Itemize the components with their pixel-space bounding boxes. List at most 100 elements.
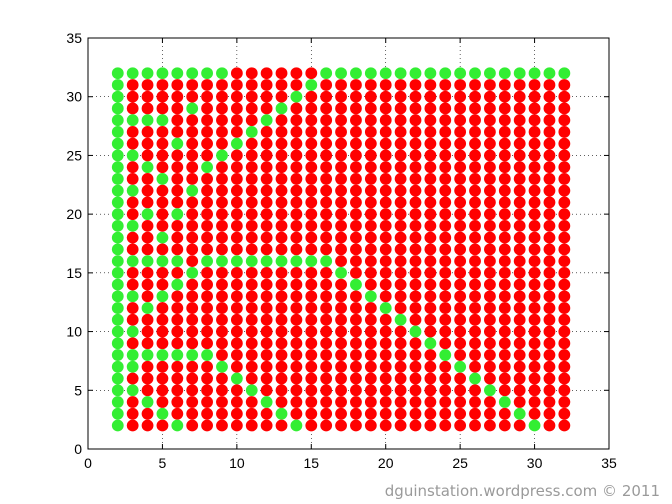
red-point: [320, 173, 333, 185]
red-point: [350, 372, 362, 385]
red-point: [171, 325, 184, 338]
red-point: [290, 396, 303, 408]
red-point: [528, 102, 541, 115]
red-point: [245, 173, 258, 185]
red-point: [126, 243, 139, 256]
red-point: [379, 278, 392, 291]
red-point: [424, 173, 437, 185]
red-point: [558, 266, 571, 279]
red-point: [513, 79, 526, 91]
red-point: [350, 161, 362, 174]
red-point: [335, 384, 347, 397]
red-point: [498, 219, 511, 232]
red-point: [156, 196, 169, 209]
red-point: [484, 337, 496, 350]
red-point: [543, 161, 556, 174]
red-point: [528, 184, 541, 197]
red-point: [543, 266, 556, 279]
red-point: [528, 313, 541, 326]
red-point: [528, 372, 541, 385]
red-point: [216, 349, 228, 361]
red-point: [528, 208, 541, 221]
red-point: [364, 219, 377, 232]
red-point: [364, 278, 377, 291]
red-point: [201, 313, 213, 326]
red-point: [543, 396, 556, 408]
green-point: [171, 419, 184, 432]
red-point: [290, 290, 303, 303]
green-point: [186, 349, 199, 361]
red-point: [379, 337, 392, 350]
green-point: [260, 114, 273, 127]
red-point: [320, 126, 333, 138]
red-point: [543, 419, 556, 432]
red-point: [335, 419, 347, 432]
red-point: [290, 67, 303, 80]
red-point: [275, 161, 288, 174]
red-point: [335, 313, 347, 326]
red-point: [260, 79, 273, 91]
red-point: [409, 137, 422, 150]
red-point: [171, 231, 184, 244]
red-point: [364, 384, 377, 397]
green-point: [126, 290, 139, 303]
red-point: [498, 102, 511, 115]
red-point: [469, 337, 481, 350]
red-point: [424, 243, 437, 256]
red-point: [394, 396, 407, 408]
red-point: [484, 407, 496, 420]
green-point: [320, 67, 333, 80]
red-point: [558, 419, 571, 432]
red-point: [454, 372, 467, 385]
red-point: [543, 360, 556, 373]
red-point: [275, 173, 288, 185]
red-point: [156, 219, 169, 232]
red-point: [424, 114, 437, 127]
red-point: [454, 184, 467, 197]
red-point: [335, 173, 347, 185]
red-point: [141, 290, 154, 303]
green-point: [350, 67, 362, 80]
red-point: [484, 196, 496, 209]
red-point: [186, 255, 199, 268]
red-point: [364, 208, 377, 221]
red-point: [126, 231, 139, 244]
green-point: [141, 349, 154, 361]
red-point: [379, 173, 392, 185]
red-point: [305, 337, 318, 350]
red-point: [379, 266, 392, 279]
red-point: [201, 407, 213, 420]
red-point: [379, 325, 392, 338]
red-point: [513, 396, 526, 408]
red-point: [260, 302, 273, 314]
red-point: [364, 349, 377, 361]
red-point: [364, 184, 377, 197]
red-point: [379, 114, 392, 127]
red-point: [305, 243, 318, 256]
red-point: [409, 161, 422, 174]
green-point: [216, 67, 228, 80]
red-point: [394, 325, 407, 338]
red-point: [290, 266, 303, 279]
red-point: [320, 79, 333, 91]
red-point: [484, 360, 496, 373]
red-point: [350, 407, 362, 420]
red-point: [454, 102, 467, 115]
red-point: [364, 161, 377, 174]
green-point: [141, 208, 154, 221]
green-point: [290, 90, 303, 103]
watermark-text: dguinstation.wordpress.com © 2011: [384, 482, 660, 500]
red-point: [320, 419, 333, 432]
red-point: [424, 313, 437, 326]
red-point: [394, 102, 407, 115]
red-point: [216, 266, 228, 279]
red-point: [379, 419, 392, 432]
red-point: [558, 407, 571, 420]
red-point: [469, 196, 481, 209]
red-point: [171, 126, 184, 138]
red-point: [528, 90, 541, 103]
red-point: [245, 243, 258, 256]
red-point: [171, 114, 184, 127]
red-point: [454, 396, 467, 408]
red-point: [454, 161, 467, 174]
